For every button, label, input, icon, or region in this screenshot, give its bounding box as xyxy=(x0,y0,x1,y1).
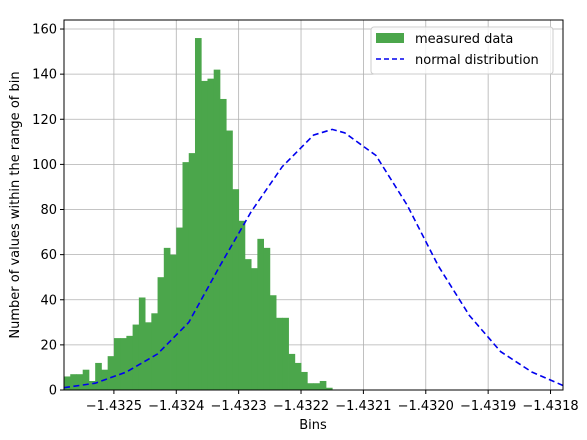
histogram-bar xyxy=(95,362,102,390)
histogram-bar xyxy=(219,98,227,391)
histogram-bar xyxy=(238,220,246,390)
histogram-bar xyxy=(151,313,158,390)
y-tick-label: 100 xyxy=(32,158,57,173)
x-axis-title: Bins xyxy=(299,418,327,433)
y-axis-title: Number of values within the range of bin xyxy=(8,71,23,338)
histogram-bar xyxy=(176,227,183,390)
histogram-bar xyxy=(138,297,146,390)
x-tick-label: −1.4321 xyxy=(335,399,391,414)
histogram-bar xyxy=(163,247,171,390)
x-tick-label: −1.4324 xyxy=(148,399,204,414)
x-tick-label: −1.4320 xyxy=(398,399,454,414)
histogram-bar xyxy=(307,383,314,390)
histogram-bar xyxy=(126,335,134,390)
y-tick-label: 80 xyxy=(40,203,57,218)
histogram-bar xyxy=(269,295,277,390)
legend-box xyxy=(370,26,554,75)
x-tick-label: −1.4319 xyxy=(460,399,516,414)
legend: measured data normal distribution xyxy=(370,26,554,75)
normal-distribution-layer xyxy=(63,128,564,389)
histogram-bar xyxy=(294,362,302,390)
histogram-bar xyxy=(301,371,308,390)
plot-frame xyxy=(63,19,564,391)
histogram-bar xyxy=(70,374,77,390)
y-tick-label: 160 xyxy=(32,23,57,38)
histogram-bar xyxy=(107,356,115,390)
histogram-bar xyxy=(120,338,127,390)
histogram-bar xyxy=(276,317,283,390)
y-axis-ticks: 0 20 40 60 80 100 120 140 160 xyxy=(32,23,64,399)
y-tick-label: 140 xyxy=(32,68,57,83)
histogram-bar xyxy=(64,376,71,390)
x-tick-label: −1.4323 xyxy=(210,399,266,414)
histogram-bar xyxy=(201,80,208,390)
legend-swatch-measured-data xyxy=(376,33,404,43)
histogram-bar xyxy=(257,238,264,390)
x-axis-ticks: −1.4325 −1.4324 −1.4323 −1.4322 −1.4321 −1.43… xyxy=(86,390,579,414)
histogram-bar xyxy=(157,277,165,390)
histogram-bar xyxy=(282,317,289,390)
legend-label-normal-distribution: normal distribution xyxy=(415,53,539,68)
histogram-bar xyxy=(226,130,233,391)
histogram-bar xyxy=(170,254,177,390)
histogram-bar xyxy=(145,322,152,390)
histogram-bar xyxy=(182,162,190,390)
histogram-bars xyxy=(64,38,333,391)
histogram-bar xyxy=(207,78,215,390)
legend-label-measured-data: measured data xyxy=(415,32,513,47)
histogram-bar xyxy=(113,338,121,390)
y-tick-label: 120 xyxy=(32,113,57,128)
histogram-bar xyxy=(88,380,96,390)
histogram-bar xyxy=(188,153,196,390)
histogram-bar xyxy=(213,69,221,390)
x-tick-label: −1.4325 xyxy=(86,399,142,414)
y-tick-label: 0 xyxy=(49,384,57,399)
x-tick-label: −1.4322 xyxy=(273,399,329,414)
histogram-bar xyxy=(288,353,296,390)
histogram-bar xyxy=(194,38,202,391)
x-tick-label: −1.4318 xyxy=(522,399,578,414)
y-tick-label: 60 xyxy=(40,248,57,263)
y-tick-label: 20 xyxy=(40,338,57,353)
normal-distribution-line xyxy=(63,128,564,389)
histogram-bar xyxy=(251,268,258,390)
histogram-bar xyxy=(244,259,252,390)
histogram-bar xyxy=(76,374,84,390)
histogram-bar xyxy=(313,383,321,390)
histogram-bar xyxy=(132,324,140,390)
y-tick-label: 40 xyxy=(40,293,57,308)
histogram-bar xyxy=(232,189,240,390)
histogram-bar xyxy=(319,380,327,390)
histogram-bar xyxy=(263,247,271,390)
histogram-bar xyxy=(82,369,90,390)
histogram-bar xyxy=(325,387,333,390)
